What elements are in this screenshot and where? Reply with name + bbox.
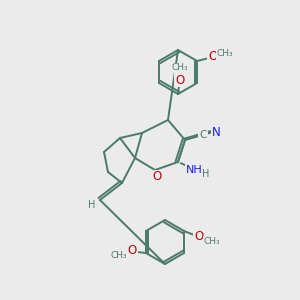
Text: O: O (194, 230, 204, 244)
Text: N: N (212, 125, 220, 139)
Text: NH: NH (186, 165, 202, 175)
Text: CH₃: CH₃ (204, 236, 220, 245)
Text: O: O (127, 244, 136, 257)
Text: C: C (199, 130, 207, 140)
Text: O: O (152, 170, 162, 184)
Text: CH₃: CH₃ (111, 250, 127, 260)
Text: CH₃: CH₃ (217, 50, 233, 58)
Text: H: H (88, 200, 96, 210)
Text: CH₃: CH₃ (172, 64, 188, 73)
Text: H: H (202, 169, 210, 179)
Text: O: O (208, 50, 218, 64)
Text: O: O (176, 74, 184, 86)
